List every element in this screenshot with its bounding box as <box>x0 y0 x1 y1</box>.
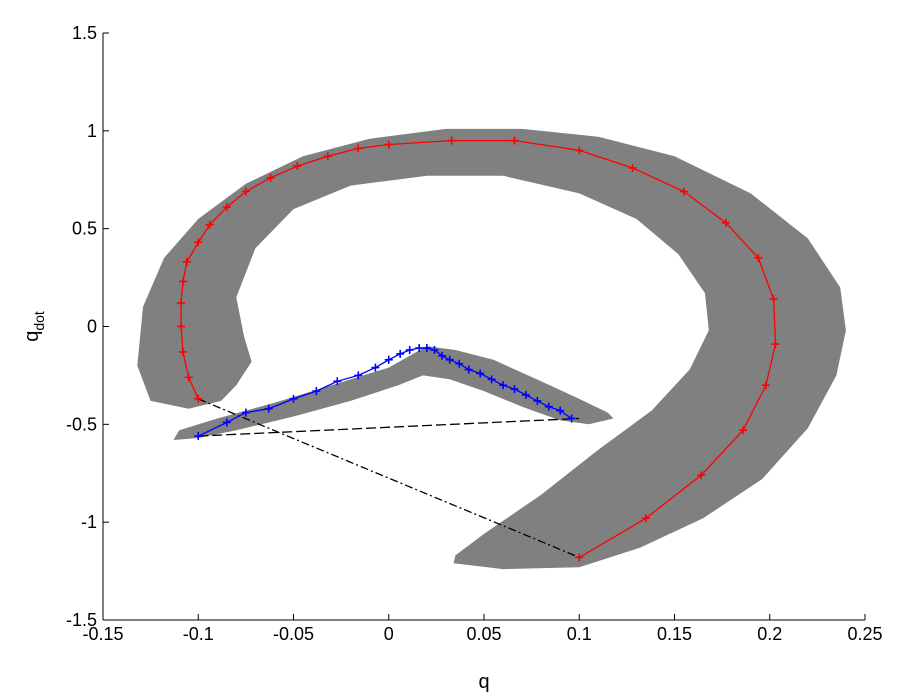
y-tick-label: -1 <box>81 512 97 532</box>
series-2-point <box>445 355 454 364</box>
series-2-point <box>415 344 424 353</box>
series-2-point <box>241 408 250 417</box>
x-tick-label: 0.2 <box>757 624 782 644</box>
series-2-point <box>533 396 542 405</box>
y-axis-label: qdot <box>21 311 47 342</box>
series-line-2 <box>198 347 572 437</box>
x-tick-label: 0.1 <box>567 624 592 644</box>
series-1-point <box>266 173 275 182</box>
series-1-point <box>354 144 363 153</box>
series-2-point <box>430 345 439 354</box>
x-tick-label: -0.1 <box>183 624 214 644</box>
x-tick-label: 0 <box>384 624 394 644</box>
series-2-point <box>396 349 405 358</box>
series-1-point <box>697 471 706 480</box>
y-axis-label-subscript: dot <box>31 311 47 331</box>
trajectory-band-2 <box>173 346 614 440</box>
y-tick-label: 0.5 <box>72 219 97 239</box>
series-2-point <box>312 387 321 396</box>
y-ticks: -1.5 -1 -0.5 0 0.5 1 1.5 <box>66 23 109 630</box>
series-1-point <box>769 295 778 304</box>
series-1-point <box>447 136 456 145</box>
svg-text:qdot: qdot <box>21 311 47 342</box>
series-2-point <box>464 365 473 374</box>
series-1-point <box>179 347 188 356</box>
series-1-point <box>761 381 770 390</box>
series-1-point <box>384 140 393 149</box>
connector-line-2 <box>198 417 580 437</box>
series-2-point <box>333 377 342 386</box>
y-tick-label: 0 <box>87 317 97 337</box>
series-2-point <box>556 406 565 415</box>
series-1-point <box>241 187 250 196</box>
series-1-point <box>628 164 637 173</box>
series-2-point <box>384 355 393 364</box>
series-2-point <box>521 390 530 399</box>
series-1-point <box>177 322 186 331</box>
series-2-point <box>544 402 553 411</box>
x-tick-label: -0.15 <box>82 624 123 644</box>
series-1-point <box>293 162 302 171</box>
y-tick-label: -1.5 <box>66 610 97 630</box>
series-2-point <box>510 385 519 394</box>
series-1-point <box>194 238 203 247</box>
series-2-point <box>354 371 363 380</box>
x-tick-label: 0.15 <box>657 624 692 644</box>
series-1-point <box>680 187 689 196</box>
series-1-point <box>641 514 650 523</box>
x-axis-label: q <box>478 671 489 693</box>
series-2-point <box>487 375 496 384</box>
series-2-point <box>264 404 273 413</box>
x-tick-label: 0.05 <box>466 624 501 644</box>
y-tick-label: -0.5 <box>66 414 97 434</box>
series-1-point <box>205 220 214 229</box>
trajectory-band-1 <box>137 128 846 570</box>
series-1-point <box>177 299 186 308</box>
series-2-point <box>289 394 298 403</box>
series-1-point <box>575 553 584 562</box>
x-tick-label: 0.25 <box>847 624 882 644</box>
series-1-point <box>510 136 519 145</box>
series-1-point <box>184 373 193 382</box>
series-2-point <box>222 418 231 427</box>
y-tick-label: 1.5 <box>72 23 97 43</box>
series-2-point <box>567 414 576 423</box>
series-2-point <box>422 344 431 353</box>
series-2-point <box>194 432 203 441</box>
series-2-point <box>405 345 414 354</box>
series-1-point <box>575 146 584 155</box>
axes: -0.15 -0.1 -0.05 0 0.05 0.1 0.15 0.2 0.25 -1.5-1… <box>66 23 883 644</box>
x-ticks: -0.15 -0.1 -0.05 0 0.05 0.1 0.15 0.2 0.25 <box>82 614 883 644</box>
series-1-point <box>771 340 780 349</box>
series-1-point <box>754 254 763 263</box>
series-1-point <box>179 277 188 286</box>
series-1-point <box>194 394 203 403</box>
series-1-point <box>721 218 730 227</box>
series-1-point <box>222 203 231 212</box>
y-axis-label-base: q <box>21 331 43 342</box>
series-2-point <box>371 363 380 372</box>
series-2-point <box>476 369 485 378</box>
series-2-point <box>455 359 464 368</box>
plot-area <box>137 128 846 570</box>
x-tick-label: -0.05 <box>273 624 314 644</box>
y-tick-label: 1 <box>87 121 97 141</box>
series-1-point <box>182 257 191 266</box>
series-1-point <box>739 426 748 435</box>
connector-line-1 <box>198 398 580 558</box>
series-2-point <box>438 351 447 360</box>
series-1-point <box>323 152 332 161</box>
series-2-point <box>499 381 508 390</box>
